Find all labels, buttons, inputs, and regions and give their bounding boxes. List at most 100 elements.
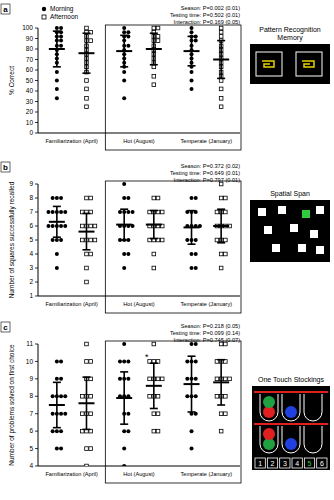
point [156,196,160,200]
point [126,412,130,416]
icon-label: 4 [295,460,299,467]
annotation: Testing time: P=0.502 (0.01) [170,12,240,18]
point [63,210,67,214]
point [80,394,84,398]
y-tick [35,361,38,362]
x-tick-label: Temperate (January) [181,138,233,144]
y-tick [35,448,38,449]
panel-label-box [1,322,10,332]
y-tick [35,122,38,123]
point [118,377,122,381]
point [59,447,63,451]
panel-label: a [3,5,8,14]
point [63,412,67,416]
point [224,252,228,256]
point [85,79,89,83]
annotation: Interaction: P=0.745 (0.07) [174,337,241,343]
legend-marker [42,7,46,11]
point [122,342,126,346]
icon-button [255,458,265,468]
point [93,224,97,228]
y-tick-label: 20 [26,108,34,115]
point [219,429,223,433]
mean-line [116,50,132,52]
legend-marker [42,15,46,19]
icon-label: 1 [258,460,262,467]
point [194,342,198,346]
point [215,394,219,398]
icon-square [264,226,272,234]
point [46,210,50,214]
icon-square [316,246,324,254]
icon-box [296,52,322,76]
y-tick-label: 6 [29,222,33,229]
y-tick-label: 7 [29,410,33,417]
x-tick-label: Hot (August) [123,301,155,307]
point [219,182,223,186]
icon-ball [263,396,275,408]
point [219,26,223,30]
error-cap [217,404,225,406]
annotation: Testing time: P=0.649 (0.01) [170,170,240,176]
point [152,342,156,346]
point [219,252,223,256]
point [224,394,228,398]
y-tick-label: 7 [29,208,33,215]
point [89,447,93,451]
mean-line [49,221,65,223]
point [160,377,164,381]
mean-line [146,224,162,226]
point [194,377,198,381]
y-tick [35,344,38,345]
y-tick [35,70,38,71]
point [224,238,228,242]
task-title-line: One Touch Stockings [258,376,325,384]
point [55,429,59,433]
y-tick [35,80,38,81]
error-cap [150,408,158,410]
mean-line [184,50,200,52]
point [219,266,223,270]
point [152,252,156,256]
point [190,429,194,433]
point [126,429,130,433]
icon-square [310,230,318,238]
y-tick-label: 60 [26,66,34,73]
season-box [105,341,241,483]
icon-square [316,206,324,214]
point [46,224,50,228]
annotation: Interaction: P=0.169 (0.05) [174,19,241,25]
point [190,87,194,91]
point [122,70,126,74]
x-axis [38,296,240,297]
y-tick-label: 0 [29,129,33,136]
error-cap [82,429,90,431]
icon-square [302,210,310,218]
season-box [105,25,241,150]
point [59,394,63,398]
point [224,196,228,200]
icon-ball [285,438,297,450]
point [51,238,55,242]
error-cap [217,40,225,42]
point [55,359,59,363]
icon-stocking [260,426,278,453]
point [122,30,126,34]
error-cap [150,238,158,240]
point [59,34,63,38]
point [122,266,126,270]
icon-stocking [304,426,322,453]
point [148,377,152,381]
marks [46,182,231,284]
y-tick [35,212,38,213]
point [59,238,63,242]
y-tick [35,28,38,29]
point [148,394,152,398]
icon-stocking [282,394,300,421]
point [152,83,156,87]
x-tick-label: Hot (August) [123,471,155,477]
point [219,105,223,109]
point [126,196,130,200]
x-tick-label: Familiarization (April) [45,138,98,144]
point [85,342,89,346]
